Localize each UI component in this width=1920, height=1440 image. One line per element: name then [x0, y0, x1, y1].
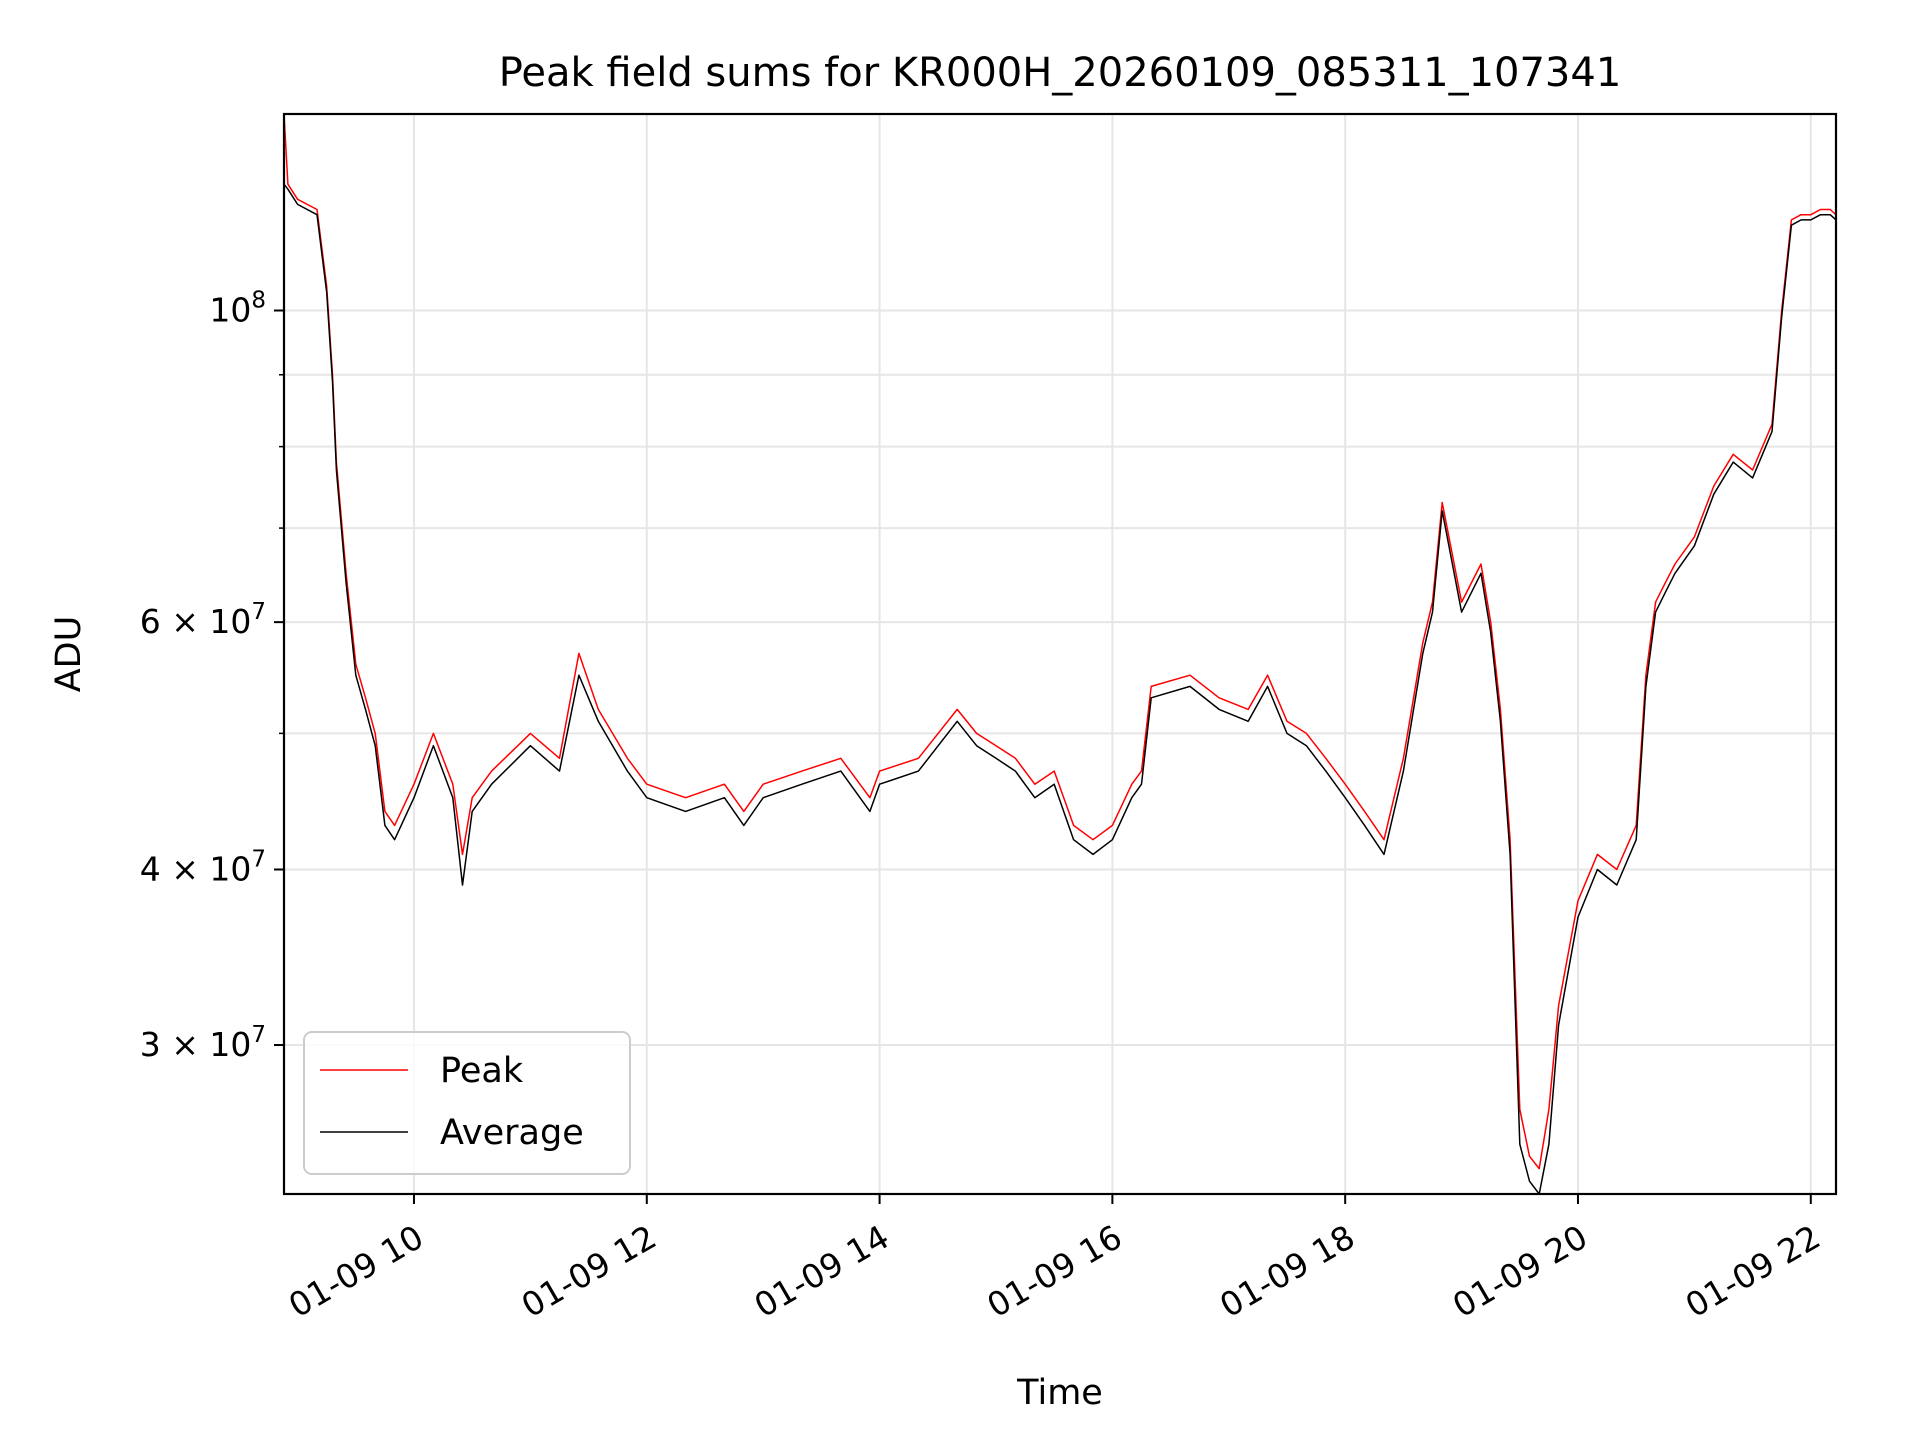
y-tick-exponent: 8 — [251, 287, 266, 313]
series-line-peak — [284, 114, 1836, 1170]
legend-label-average: Average — [440, 1113, 584, 1153]
series-line-average — [284, 183, 1836, 1194]
legend: Peak Average — [303, 1031, 631, 1175]
x-tick-label: 01-09 16 — [980, 1217, 1128, 1325]
y-axis-label: ADU — [49, 616, 89, 693]
plot-frame — [282, 112, 1838, 1196]
y-tick-label: 4 × 107 — [140, 847, 266, 889]
y-tick-exponent: 7 — [251, 847, 266, 873]
y-tick-exponent: 7 — [251, 1022, 266, 1048]
legend-box — [303, 1031, 631, 1175]
x-tick-label: 01-09 20 — [1446, 1217, 1594, 1325]
grid — [284, 114, 1836, 1194]
chart-title: Peak field sums for KR000H_20260109_0853… — [499, 50, 1622, 96]
y-tick-label: 3 × 107 — [140, 1022, 266, 1064]
x-tick-label: 01-09 22 — [1679, 1217, 1827, 1325]
series-layer — [284, 114, 1836, 1194]
x-tick-label: 01-09 14 — [748, 1217, 896, 1325]
x-tick-label: 01-09 10 — [282, 1217, 430, 1325]
legend-label-peak: Peak — [440, 1051, 524, 1091]
x-tick-label: 01-09 12 — [515, 1217, 663, 1325]
y-tick-label: 6 × 107 — [140, 599, 266, 641]
x-axis-label: Time — [1016, 1373, 1103, 1413]
y-tick-exponent: 7 — [251, 599, 266, 625]
x-tick-label: 01-09 18 — [1213, 1217, 1361, 1325]
y-tick-label: 108 — [209, 287, 266, 329]
